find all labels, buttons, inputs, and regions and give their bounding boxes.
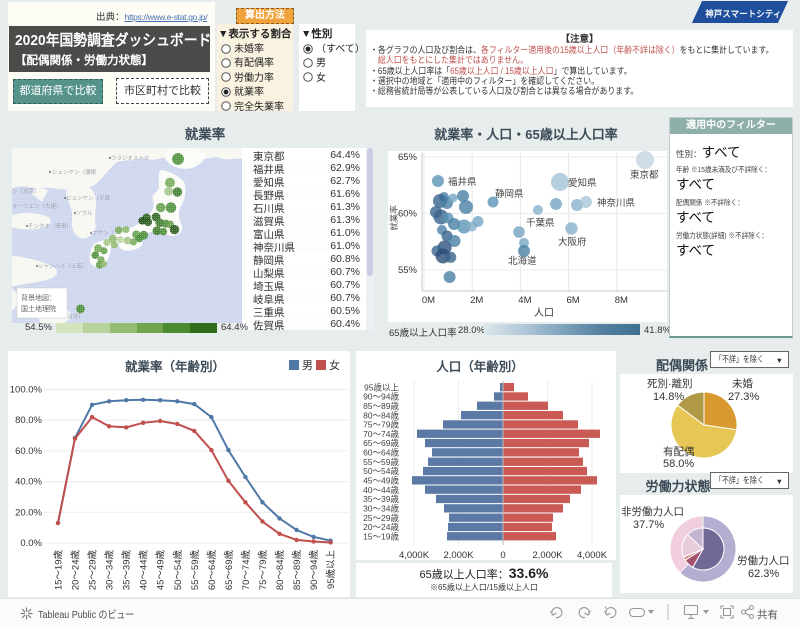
svg-text:0: 0 <box>500 550 505 560</box>
svg-text:国土地理院: 国土地理院 <box>21 304 56 313</box>
svg-text:未婚: 未婚 <box>732 377 753 390</box>
svg-text:45〜49歳: 45〜49歳 <box>363 476 399 486</box>
svg-text:95歳以上: 95歳以上 <box>364 382 399 392</box>
svg-text:30〜34歳: 30〜34歳 <box>363 504 399 514</box>
svg-text:95歳以上: 95歳以上 <box>325 550 337 590</box>
svg-text:60.0%: 60.0% <box>15 446 42 457</box>
svg-text:70〜74歳: 70〜74歳 <box>363 429 399 439</box>
svg-text:4,000K: 4,000K <box>577 550 608 560</box>
svg-text:85〜89歳: 85〜89歳 <box>363 401 399 411</box>
svg-text:25〜29歳: 25〜29歳 <box>363 513 399 523</box>
svg-text:80〜84歳: 80〜84歳 <box>363 410 399 420</box>
svg-text:北海道: 北海道 <box>508 255 537 267</box>
svg-text:55〜59歳: 55〜59歳 <box>363 457 399 467</box>
svg-text:45〜49歳: 45〜49歳 <box>155 550 167 591</box>
svg-text:55〜59歳: 55〜59歳 <box>189 550 201 591</box>
svg-text:35〜39歳: 35〜39歳 <box>363 494 399 504</box>
svg-text:80.0%: 80.0% <box>15 415 42 426</box>
svg-text:85〜89歳: 85〜89歳 <box>291 550 303 591</box>
svg-text:非労働力人口: 非労働力人口 <box>621 505 684 518</box>
svg-text:20〜24歳: 20〜24歳 <box>70 550 82 591</box>
svg-text:20〜24歳: 20〜24歳 <box>363 522 399 532</box>
svg-text:75〜79歳: 75〜79歳 <box>257 550 269 591</box>
svg-text:静岡県: 静岡県 <box>495 188 524 200</box>
svg-text:8M: 8M <box>615 295 628 306</box>
svg-text:60%: 60% <box>398 209 418 220</box>
svg-text:35〜39歳: 35〜39歳 <box>121 550 133 591</box>
svg-text:死別·離別: 死別·離別 <box>647 377 693 390</box>
svg-text:37.7%: 37.7% <box>633 519 664 531</box>
svg-text:人口: 人口 <box>534 307 554 319</box>
svg-text:90〜94歳: 90〜94歳 <box>363 392 399 402</box>
svg-text:20.0%: 20.0% <box>15 507 42 518</box>
svg-text:0M: 0M <box>422 295 435 306</box>
svg-text:62.3%: 62.3% <box>748 568 779 580</box>
svg-text:100.0%: 100.0% <box>10 385 43 396</box>
svg-text:27.3%: 27.3% <box>728 391 759 403</box>
svg-text:福井県: 福井県 <box>448 176 477 188</box>
svg-text:2M: 2M <box>470 295 483 306</box>
svg-text:40〜44歳: 40〜44歳 <box>363 485 399 495</box>
svg-text:58.0%: 58.0% <box>663 458 694 470</box>
svg-text:4M: 4M <box>518 295 531 306</box>
svg-text:15〜19歳: 15〜19歳 <box>53 550 65 591</box>
svg-text:4,000K: 4,000K <box>399 550 430 560</box>
svg-text:2,000K: 2,000K <box>443 550 474 560</box>
svg-text:50〜54歳: 50〜54歳 <box>363 466 399 476</box>
svg-text:30〜34歳: 30〜34歳 <box>104 550 116 591</box>
svg-text:55%: 55% <box>398 265 418 276</box>
svg-text:6M: 6M <box>566 295 579 306</box>
svg-text:65〜69歳: 65〜69歳 <box>223 550 235 591</box>
svg-text:90〜94歳: 90〜94歳 <box>308 550 320 591</box>
svg-text:2,000K: 2,000K <box>532 550 563 560</box>
svg-text:神奈川県: 神奈川県 <box>597 197 636 209</box>
svg-text:75〜79歳: 75〜79歳 <box>363 420 399 430</box>
svg-text:50〜54歳: 50〜54歳 <box>172 550 184 591</box>
svg-text:15〜19歳: 15〜19歳 <box>363 531 399 541</box>
svg-text:14.8%: 14.8% <box>653 391 684 403</box>
svg-text:60〜64歳: 60〜64歳 <box>206 550 218 591</box>
svg-text:70〜74歳: 70〜74歳 <box>240 550 252 591</box>
svg-text:有配偶: 有配偶 <box>663 445 695 458</box>
svg-text:40.0%: 40.0% <box>15 477 42 488</box>
svg-text:背景地図：: 背景地図： <box>21 293 56 302</box>
svg-text:大阪府: 大阪府 <box>558 236 587 248</box>
svg-text:0.0%: 0.0% <box>20 538 42 549</box>
svg-text:東京都: 東京都 <box>630 169 659 181</box>
svg-text:40〜44歳: 40〜44歳 <box>138 550 150 591</box>
svg-text:25〜29歳: 25〜29歳 <box>87 550 99 591</box>
svg-text:愛知県: 愛知県 <box>568 177 597 189</box>
svg-text:千葉県: 千葉県 <box>526 217 555 229</box>
svg-text:65〜69歳: 65〜69歳 <box>363 438 399 448</box>
svg-text:60〜64歳: 60〜64歳 <box>363 448 399 458</box>
svg-text:65%: 65% <box>398 152 418 163</box>
svg-text:労働力人口: 労働力人口 <box>737 554 790 567</box>
svg-text:80〜84歳: 80〜84歳 <box>274 550 286 591</box>
